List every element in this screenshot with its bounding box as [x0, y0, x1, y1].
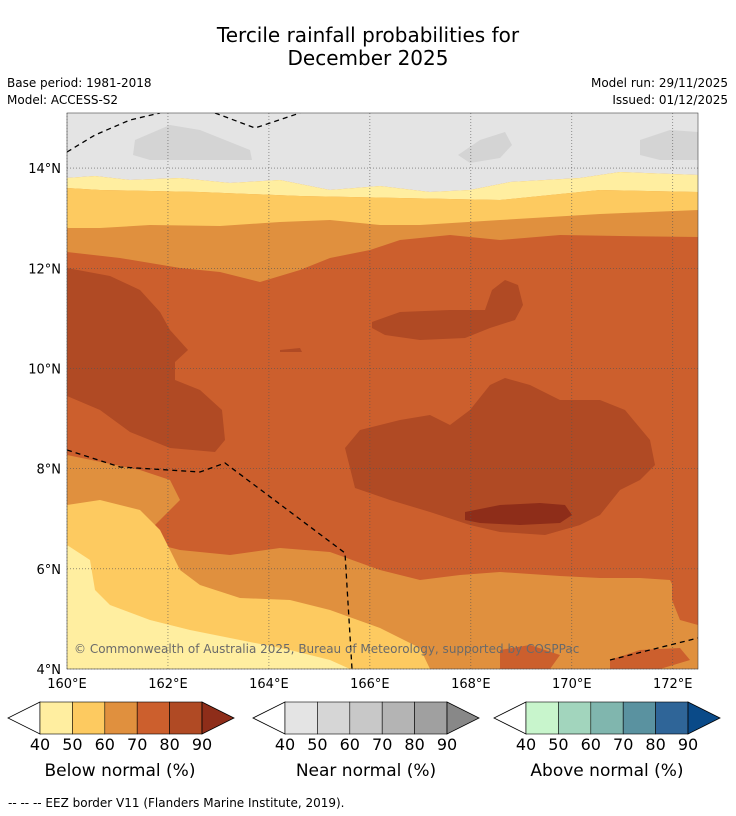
- lat-label: 14°N: [28, 162, 61, 177]
- issued-date: Issued: 01/12/2025: [612, 93, 728, 107]
- above-colorbar-tick: 40: [515, 735, 537, 754]
- above-colorbar-segment: [525, 701, 559, 735]
- lon-label: 172°E: [653, 677, 693, 692]
- below-colorbar-tick: 50: [62, 735, 83, 754]
- above-colorbar-max-arrow: [687, 701, 721, 735]
- latitude-labels: 14°N 12°N 10°N 8°N 6°N 4°N: [28, 162, 61, 678]
- title-line-2: December 2025: [287, 46, 449, 70]
- above-colorbar-tick: 80: [645, 735, 666, 754]
- longitude-labels: 160°E 162°E 164°E 166°E 168°E 170°E 172°E: [47, 677, 692, 692]
- below-colorbar-segment: [104, 701, 138, 735]
- copyright-notice: © Commonwealth of Australia 2025, Bureau…: [74, 642, 579, 656]
- above-colorbar-tick: 60: [580, 735, 601, 754]
- below-normal-label: Below normal (%): [44, 761, 196, 781]
- near-colorbar-tick: 90: [436, 735, 458, 754]
- below-colorbar-segment: [39, 701, 73, 735]
- near-colorbar-segment: [317, 701, 351, 735]
- near-normal-dark-3: [640, 130, 698, 160]
- above-colorbar-segment: [590, 701, 624, 735]
- field-70-80-south: [500, 645, 560, 669]
- field-40-50-north: [67, 172, 698, 200]
- field-70-80-south-2: [610, 648, 690, 669]
- model-name: Model: ACCESS-S2: [7, 93, 119, 107]
- near-colorbar-tick: 60: [339, 735, 360, 754]
- near-colorbar-segment: [414, 701, 448, 735]
- below-colorbar-tick: 70: [127, 735, 148, 754]
- above-colorbar-tick: 90: [677, 735, 699, 754]
- lon-label: 160°E: [47, 677, 87, 692]
- lon-label: 166°E: [350, 677, 390, 692]
- near-colorbar-segment: [284, 701, 318, 735]
- below-colorbar-max-arrow: [201, 701, 235, 735]
- field-40-50-southwest: [67, 545, 350, 669]
- above-colorbar-min-arrow: [493, 701, 527, 735]
- lon-label: 164°E: [249, 677, 289, 692]
- near-colorbar-tick: 70: [372, 735, 393, 754]
- lon-label: 170°E: [552, 677, 592, 692]
- lon-label: 168°E: [451, 677, 491, 692]
- above-colorbar-segment: [622, 701, 656, 735]
- below-colorbar-segment: [169, 701, 203, 735]
- below-colorbar-segment: [72, 701, 106, 735]
- field-90-plus: [465, 503, 572, 525]
- eez-footnote: -- -- -- EEZ border V11 (Flanders Marine…: [8, 796, 345, 810]
- lon-label: 162°E: [148, 677, 188, 692]
- below-colorbar-tick: 40: [29, 735, 51, 754]
- colorbars: [7, 701, 721, 735]
- eez-borders: [67, 113, 698, 669]
- above-normal-label: Above normal (%): [530, 761, 684, 781]
- title-line-1: Tercile rainfall probabilities for: [216, 23, 520, 47]
- near-normal-region: [67, 113, 698, 192]
- lat-label: 12°N: [28, 262, 61, 277]
- lat-label: 4°N: [37, 663, 62, 678]
- field-80-90-northcenter: [372, 280, 523, 340]
- near-colorbar-tick: 80: [404, 735, 425, 754]
- near-normal-dark: [133, 125, 252, 160]
- below-colorbar-tick: 90: [191, 735, 213, 754]
- field-80-90-west: [67, 268, 225, 452]
- near-normal-label: Near normal (%): [295, 761, 437, 781]
- rainfall-map: © Commonwealth of Australia 2025, Bureau…: [28, 112, 699, 692]
- eez-border-south: [609, 637, 698, 661]
- above-colorbar-segment: [655, 701, 689, 735]
- near-colorbar-tick: 50: [307, 735, 328, 754]
- map-frame: [66, 112, 699, 670]
- below-colorbar-min-arrow: [7, 701, 41, 735]
- eez-border-north-2: [214, 113, 301, 129]
- above-colorbar-segment: [558, 701, 592, 735]
- eez-border-west: [67, 449, 353, 669]
- lat-label: 10°N: [28, 362, 61, 377]
- above-colorbar-tick: 50: [548, 735, 569, 754]
- below-colorbar-tick: 80: [159, 735, 180, 754]
- near-normal-dark-2: [458, 132, 512, 163]
- near-colorbar-segment: [381, 701, 415, 735]
- lat-label: 6°N: [37, 563, 62, 578]
- near-colorbar-segment: [349, 701, 383, 735]
- near-colorbar-max-arrow: [446, 701, 480, 735]
- probability-fields: [67, 113, 698, 669]
- below-colorbar-segment: [136, 701, 170, 735]
- above-colorbar-tick: 70: [613, 735, 634, 754]
- near-colorbar-min-arrow: [252, 701, 286, 735]
- field-80-90-center: [345, 378, 655, 535]
- lat-label: 8°N: [37, 463, 62, 478]
- base-period: Base period: 1981-2018: [7, 76, 152, 90]
- below-colorbar-tick: 60: [94, 735, 115, 754]
- field-70-80-southeast: [672, 530, 698, 625]
- field-80-90-islet: [280, 348, 302, 352]
- field-50-60-north: [67, 188, 698, 228]
- model-run: Model run: 29/11/2025: [590, 76, 728, 90]
- near-colorbar-tick: 40: [274, 735, 296, 754]
